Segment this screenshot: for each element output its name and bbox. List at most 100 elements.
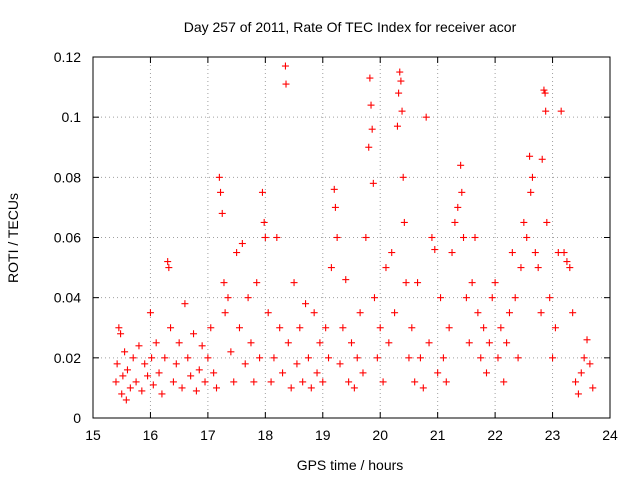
data-point (527, 188, 535, 196)
data-point (230, 378, 238, 386)
data-point (178, 384, 186, 392)
data-point (123, 366, 131, 374)
data-point (161, 354, 169, 362)
data-point (563, 258, 571, 266)
data-point (282, 80, 290, 88)
y-tick-label: 0.02 (54, 350, 81, 366)
data-point (310, 309, 318, 317)
data-point (213, 384, 221, 392)
data-point (549, 354, 557, 362)
data-point (411, 378, 419, 386)
data-point (348, 339, 355, 347)
data-point (302, 300, 310, 308)
data-point (376, 324, 384, 332)
data-point (353, 354, 361, 362)
data-point (393, 122, 401, 130)
y-tick-label: 0.04 (54, 290, 81, 306)
data-point (218, 209, 226, 217)
x-tick-label: 15 (85, 427, 101, 443)
data-point (119, 372, 127, 380)
data-point (264, 309, 272, 317)
data-point (238, 240, 246, 248)
data-point (247, 339, 255, 347)
x-tick-label: 17 (200, 427, 216, 443)
data-point (480, 324, 488, 332)
data-point (322, 324, 330, 332)
data-point (494, 354, 502, 362)
plot-frame (92, 56, 611, 419)
y-tick-label: 0.12 (54, 49, 81, 65)
data-point (474, 309, 482, 317)
data-point (270, 354, 278, 362)
data-point (531, 249, 539, 257)
data-point (195, 366, 203, 374)
data-point (451, 218, 459, 226)
grid-lines (93, 57, 610, 418)
data-point (460, 234, 468, 241)
data-point (419, 384, 427, 392)
data-point (503, 339, 511, 347)
data-point (129, 354, 137, 362)
data-point (557, 107, 565, 115)
data-point (316, 339, 324, 347)
data-point (192, 387, 200, 395)
data-point (260, 218, 268, 226)
data-point (327, 264, 335, 272)
data-point (227, 348, 235, 356)
data-point (233, 249, 241, 257)
data-point (583, 336, 591, 344)
data-point (325, 354, 333, 362)
data-point (448, 249, 456, 257)
data-point (442, 378, 450, 386)
data-point (132, 378, 140, 386)
data-point (400, 218, 408, 226)
y-tick-label: 0 (73, 410, 81, 426)
data-point (528, 173, 536, 181)
data-point (217, 188, 225, 196)
x-tick-label: 22 (487, 427, 503, 443)
data-point (569, 309, 577, 317)
data-point (330, 185, 338, 193)
data-point (258, 188, 266, 196)
data-point (577, 369, 585, 377)
data-point (169, 378, 177, 386)
data-point (488, 294, 496, 302)
data-point (542, 107, 550, 115)
data-point (538, 155, 546, 163)
data-point (184, 354, 192, 362)
data-point (121, 348, 129, 356)
data-point (589, 384, 597, 392)
data-point (112, 378, 120, 386)
data-point (586, 360, 594, 368)
data-point (514, 354, 522, 362)
data-point (367, 101, 375, 109)
data-point (172, 360, 180, 368)
data-point (566, 264, 574, 272)
data-point (546, 294, 554, 302)
data-point (256, 354, 264, 362)
data-point (445, 324, 453, 332)
data-point (135, 342, 143, 350)
data-point (113, 360, 121, 368)
y-tick-label: 0.06 (54, 230, 81, 246)
data-point (293, 360, 301, 368)
data-point (574, 390, 582, 398)
data-point (560, 249, 568, 257)
data-point (235, 324, 243, 332)
data-point (396, 68, 404, 76)
data-point (397, 77, 405, 85)
data-point (210, 369, 218, 377)
data-point (287, 384, 295, 392)
data-point (462, 294, 470, 302)
x-tick-label: 24 (602, 427, 618, 443)
data-point (356, 309, 364, 317)
x-tick-label: 21 (430, 427, 446, 443)
data-point (520, 218, 528, 226)
data-point (198, 342, 206, 350)
data-point (505, 309, 513, 317)
data-point (422, 113, 430, 121)
data-point (458, 188, 466, 196)
x-tick-label: 19 (315, 427, 331, 443)
data-point (207, 324, 215, 332)
data-point (526, 152, 534, 160)
